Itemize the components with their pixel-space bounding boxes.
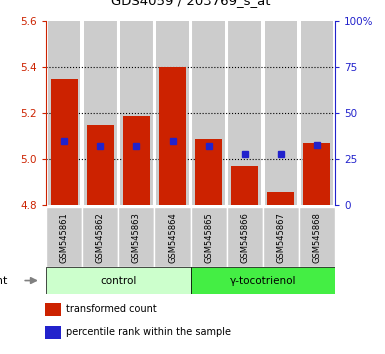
Text: GSM545865: GSM545865 (204, 212, 213, 263)
Bar (264, 21, 297, 205)
Bar (231, 166, 258, 205)
Bar (192, 21, 225, 205)
Bar (120, 21, 153, 205)
Text: GDS4059 / 203769_s_at: GDS4059 / 203769_s_at (111, 0, 270, 7)
Text: agent: agent (0, 275, 8, 286)
Bar (45, 303, 61, 316)
Text: control: control (100, 275, 137, 286)
Bar (84, 21, 117, 205)
Text: GSM545864: GSM545864 (168, 212, 177, 263)
Bar (46, 267, 191, 294)
Bar (46, 207, 82, 267)
Bar (301, 21, 333, 205)
Bar (227, 207, 263, 267)
Bar (51, 79, 78, 205)
Text: GSM545866: GSM545866 (240, 212, 249, 263)
Text: GSM545862: GSM545862 (96, 212, 105, 263)
Bar (267, 192, 295, 205)
Text: γ-tocotrienol: γ-tocotrienol (229, 275, 296, 286)
Bar (87, 125, 114, 205)
Text: GSM545863: GSM545863 (132, 212, 141, 263)
Bar (82, 207, 119, 267)
Bar (48, 21, 80, 205)
Bar (228, 21, 261, 205)
Text: GSM545867: GSM545867 (276, 212, 285, 263)
Bar (156, 21, 189, 205)
Text: percentile rank within the sample: percentile rank within the sample (66, 327, 231, 337)
Bar (191, 207, 227, 267)
Bar (299, 207, 335, 267)
Bar (159, 67, 186, 205)
Bar (303, 143, 330, 205)
Bar (123, 115, 150, 205)
Bar (191, 267, 335, 294)
Bar (263, 207, 299, 267)
Bar (154, 207, 191, 267)
Text: transformed count: transformed count (66, 304, 157, 314)
Bar (195, 138, 222, 205)
Bar (45, 326, 61, 339)
Text: GSM545868: GSM545868 (312, 212, 321, 263)
Bar (119, 207, 154, 267)
Text: GSM545861: GSM545861 (60, 212, 69, 263)
